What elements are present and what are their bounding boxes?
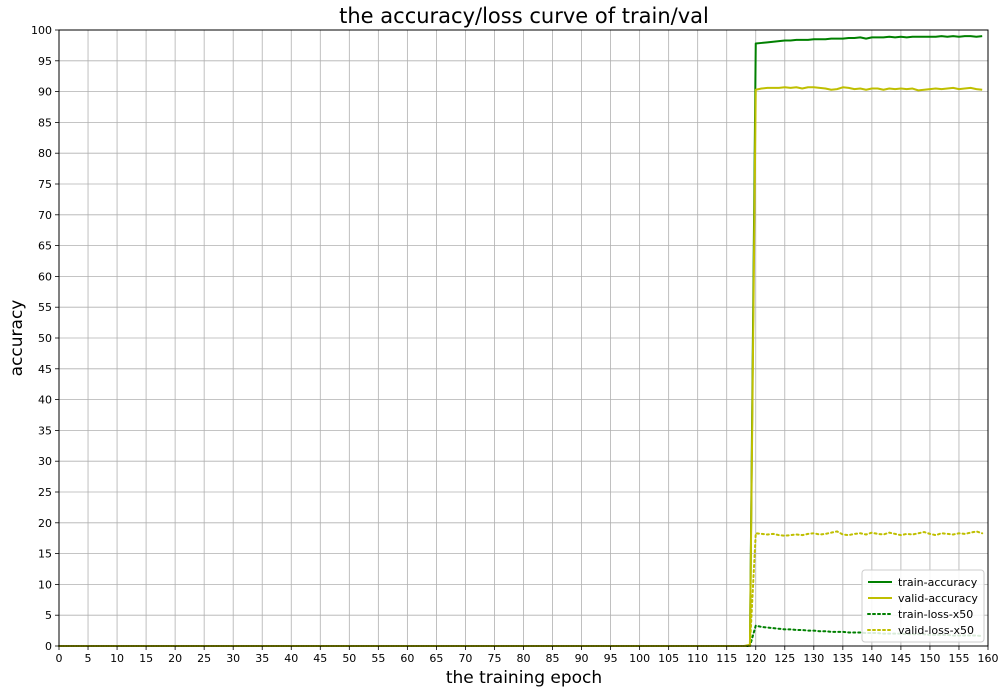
y-axis-label: accuracy bbox=[7, 300, 27, 377]
x-tick-label: 70 bbox=[458, 652, 472, 665]
y-tick-label: 10 bbox=[38, 578, 52, 591]
x-tick-label: 110 bbox=[687, 652, 708, 665]
y-tick-label: 50 bbox=[38, 332, 52, 345]
x-tick-label: 20 bbox=[168, 652, 182, 665]
legend-label: valid-accuracy bbox=[898, 592, 978, 605]
series-line-train-loss-x50 bbox=[58, 624, 984, 647]
x-tick-label: 135 bbox=[832, 652, 853, 665]
y-tick-label: 5 bbox=[45, 609, 52, 622]
y-tick-label: 65 bbox=[38, 240, 52, 253]
series-lines bbox=[58, 35, 984, 647]
x-tick-label: 80 bbox=[517, 652, 531, 665]
x-tick-label: 65 bbox=[429, 652, 443, 665]
x-tick-label: 150 bbox=[919, 652, 940, 665]
x-tick-label: 75 bbox=[487, 652, 501, 665]
x-tick-label: 85 bbox=[546, 652, 560, 665]
x-tick-label: 90 bbox=[575, 652, 589, 665]
x-tick-label: 140 bbox=[861, 652, 882, 665]
x-tick-label: 45 bbox=[313, 652, 327, 665]
x-axis-label: the training epoch bbox=[446, 668, 602, 688]
y-tick-label: 0 bbox=[45, 640, 52, 653]
y-tick-label: 45 bbox=[38, 363, 52, 376]
y-tick-label: 85 bbox=[38, 116, 52, 129]
series-line-valid-loss-x50 bbox=[58, 530, 984, 647]
x-tick-label: 30 bbox=[226, 652, 240, 665]
y-tick-label: 40 bbox=[38, 394, 52, 407]
y-tick-label: 100 bbox=[31, 24, 52, 37]
y-tick-label: 35 bbox=[38, 424, 52, 437]
legend: train-accuracy valid-accuracy train-loss-x… bbox=[861, 569, 985, 643]
x-tick-label: 160 bbox=[978, 652, 999, 665]
y-tick-label: 70 bbox=[38, 209, 52, 222]
y-tick-label: 75 bbox=[38, 178, 52, 191]
x-tick-label: 60 bbox=[400, 652, 414, 665]
x-tick-label: 105 bbox=[658, 652, 679, 665]
y-tick-label: 60 bbox=[38, 270, 52, 283]
x-tick-label: 120 bbox=[745, 652, 766, 665]
series-line-train-accuracy bbox=[59, 35, 983, 647]
axis-ticks: 0 5 10 15 20 25 30 35 40 45 50 55 60 65 70 75 80 85 90 95 10… bbox=[31, 24, 999, 665]
y-tick-label: 55 bbox=[38, 301, 52, 314]
x-tick-label: 35 bbox=[255, 652, 269, 665]
x-tick-label: 5 bbox=[85, 652, 92, 665]
series-line-valid-accuracy bbox=[59, 86, 983, 647]
chart-title: the accuracy/loss curve of train/val bbox=[339, 4, 709, 28]
x-tick-label: 55 bbox=[371, 652, 385, 665]
x-tick-label: 25 bbox=[197, 652, 211, 665]
grid bbox=[58, 29, 989, 647]
legend-label: train-loss-x50 bbox=[898, 608, 973, 621]
x-tick-label: 15 bbox=[139, 652, 153, 665]
x-tick-label: 155 bbox=[948, 652, 969, 665]
y-tick-label: 95 bbox=[38, 55, 52, 68]
legend-box bbox=[861, 569, 985, 643]
y-tick-label: 20 bbox=[38, 517, 52, 530]
x-tick-label: 130 bbox=[803, 652, 824, 665]
y-tick-label: 80 bbox=[38, 147, 52, 160]
x-tick-label: 50 bbox=[342, 652, 356, 665]
legend-label: valid-loss-x50 bbox=[898, 624, 974, 637]
x-tick-label: 40 bbox=[284, 652, 298, 665]
x-tick-label: 100 bbox=[629, 652, 650, 665]
x-tick-label: 10 bbox=[110, 652, 124, 665]
x-tick-label: 0 bbox=[56, 652, 63, 665]
legend-label: train-accuracy bbox=[898, 576, 978, 589]
x-tick-label: 125 bbox=[774, 652, 795, 665]
y-tick-label: 15 bbox=[38, 548, 52, 561]
y-tick-label: 90 bbox=[38, 86, 52, 99]
x-tick-label: 95 bbox=[604, 652, 618, 665]
y-tick-label: 25 bbox=[38, 486, 52, 499]
x-tick-label: 145 bbox=[890, 652, 911, 665]
y-tick-label: 30 bbox=[38, 455, 52, 468]
x-tick-label: 115 bbox=[716, 652, 737, 665]
